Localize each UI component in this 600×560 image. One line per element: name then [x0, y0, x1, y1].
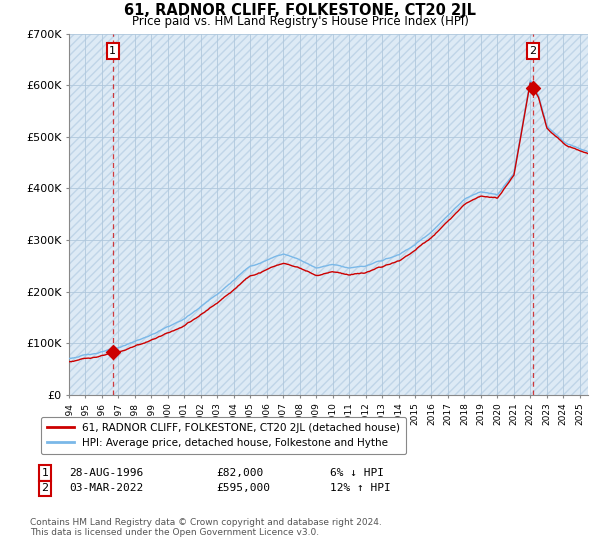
Text: 6% ↓ HPI: 6% ↓ HPI	[330, 468, 384, 478]
Text: Contains HM Land Registry data © Crown copyright and database right 2024.
This d: Contains HM Land Registry data © Crown c…	[30, 518, 382, 538]
Text: 61, RADNOR CLIFF, FOLKESTONE, CT20 2JL: 61, RADNOR CLIFF, FOLKESTONE, CT20 2JL	[124, 3, 476, 18]
Text: £82,000: £82,000	[216, 468, 263, 478]
Text: 2: 2	[41, 483, 49, 493]
Text: Price paid vs. HM Land Registry's House Price Index (HPI): Price paid vs. HM Land Registry's House …	[131, 15, 469, 28]
Legend: 61, RADNOR CLIFF, FOLKESTONE, CT20 2JL (detached house), HPI: Average price, det: 61, RADNOR CLIFF, FOLKESTONE, CT20 2JL (…	[41, 417, 406, 454]
Text: 1: 1	[41, 468, 49, 478]
Text: 12% ↑ HPI: 12% ↑ HPI	[330, 483, 391, 493]
Text: 2: 2	[530, 46, 536, 56]
Text: 1: 1	[109, 46, 116, 56]
Text: 03-MAR-2022: 03-MAR-2022	[69, 483, 143, 493]
Point	[529, 83, 538, 92]
Text: 28-AUG-1996: 28-AUG-1996	[69, 468, 143, 478]
Text: £595,000: £595,000	[216, 483, 270, 493]
Point	[108, 348, 118, 357]
